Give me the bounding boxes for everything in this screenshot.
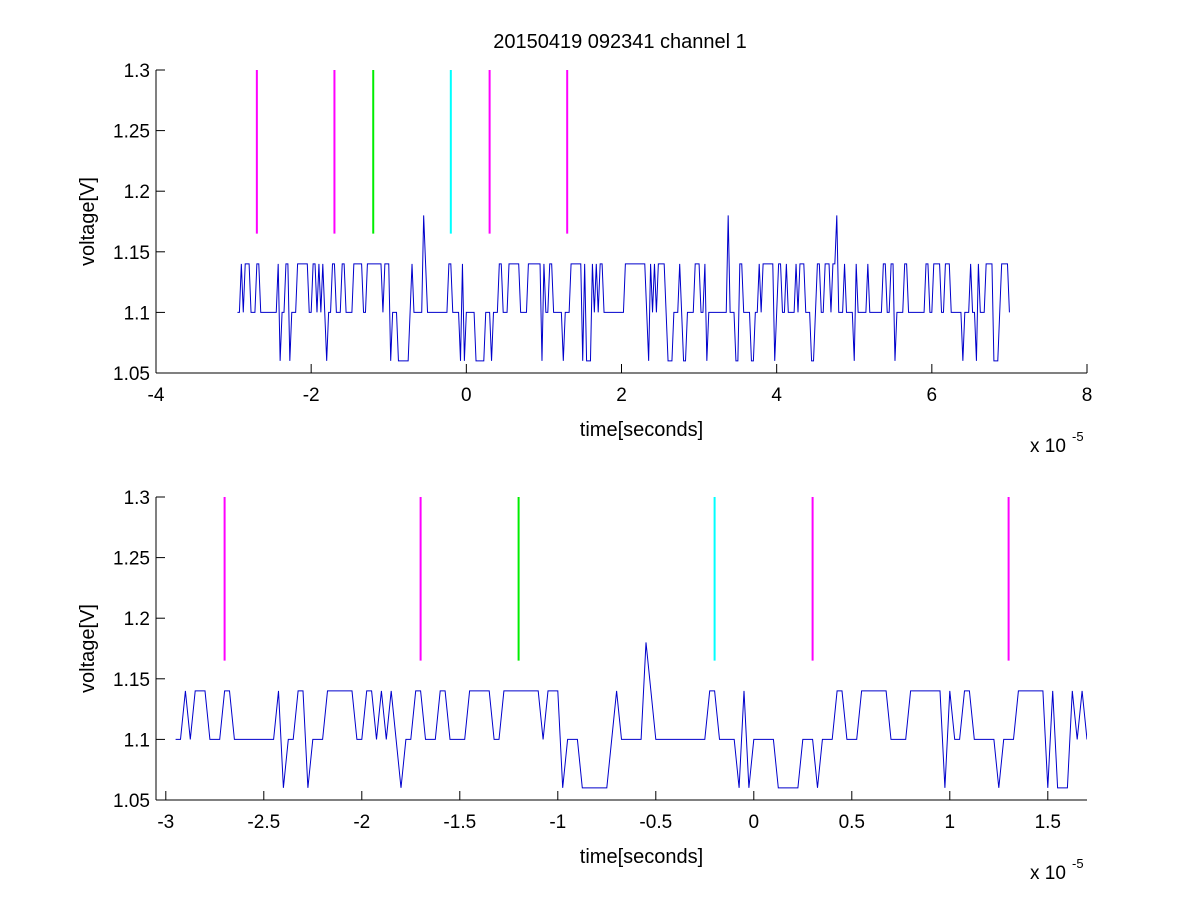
x-tick-label: -2.5 [247, 812, 280, 833]
x-tick-label: 4 [771, 385, 782, 406]
signal-trace [175, 642, 1087, 789]
y-tick-label: 1.2 [124, 182, 150, 203]
x-tick-label: -1 [549, 812, 566, 833]
y-tick-label: 1.15 [113, 243, 150, 264]
x-tick-label: -2 [353, 812, 370, 833]
x-tick-label: -1.5 [443, 812, 476, 833]
signal-trace [237, 215, 1010, 362]
figure-title: 20150419 092341 channel 1 [493, 31, 747, 53]
y-tick-label: 1.25 [113, 549, 150, 570]
x-exponent-power: -5 [1072, 856, 1084, 871]
x-tick-label: 6 [927, 385, 938, 406]
y-axis-label: voltage[V] [77, 177, 99, 266]
x-tick-label: 0 [749, 812, 760, 833]
x-tick-label: -2 [303, 385, 320, 406]
x-tick-label: 1 [945, 812, 956, 833]
x-tick-label: 0 [461, 385, 472, 406]
x-tick-label: 0.5 [839, 812, 865, 833]
x-tick-label: -3 [157, 812, 174, 833]
y-tick-label: 1.2 [124, 609, 150, 630]
y-tick-label: 1.05 [113, 791, 150, 812]
x-tick-label: 2 [616, 385, 627, 406]
x-tick-label: -0.5 [639, 812, 672, 833]
x-exponent-base: x 10 [1030, 436, 1066, 457]
x-tick-label: 1.5 [1035, 812, 1061, 833]
y-tick-label: 1.3 [124, 488, 150, 509]
x-exponent-base: x 10 [1030, 863, 1066, 884]
x-tick-label: -4 [148, 385, 165, 406]
y-tick-label: 1.1 [124, 303, 150, 324]
top-axes: 1.05 1.1 1.15 1.2 1.25 1.3 -4 -2 0 2 4 6 8 time[secon… [77, 61, 1092, 457]
x-tick-label: 8 [1082, 385, 1093, 406]
x-axis-label: time[seconds] [580, 419, 703, 441]
y-tick-label: 1.05 [113, 364, 150, 385]
y-tick-label: 1.3 [124, 61, 150, 82]
y-tick-label: 1.1 [124, 730, 150, 751]
bottom-axes: 1.05 1.1 1.15 1.2 1.25 1.3 -3 -2.5 -2 -1.5 -1 -0.5 0… [77, 488, 1087, 884]
y-tick-label: 1.25 [113, 122, 150, 143]
y-tick-label: 1.15 [113, 670, 150, 691]
y-axis-label: voltage[V] [77, 604, 99, 693]
x-exponent-power: -5 [1072, 429, 1084, 444]
x-axis-label: time[seconds] [580, 846, 703, 868]
